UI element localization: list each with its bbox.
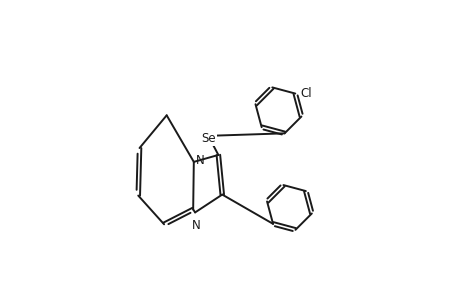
Text: N: N	[192, 219, 201, 232]
Text: Cl: Cl	[300, 87, 312, 100]
Text: Se: Se	[201, 132, 216, 145]
Text: N: N	[196, 154, 205, 167]
